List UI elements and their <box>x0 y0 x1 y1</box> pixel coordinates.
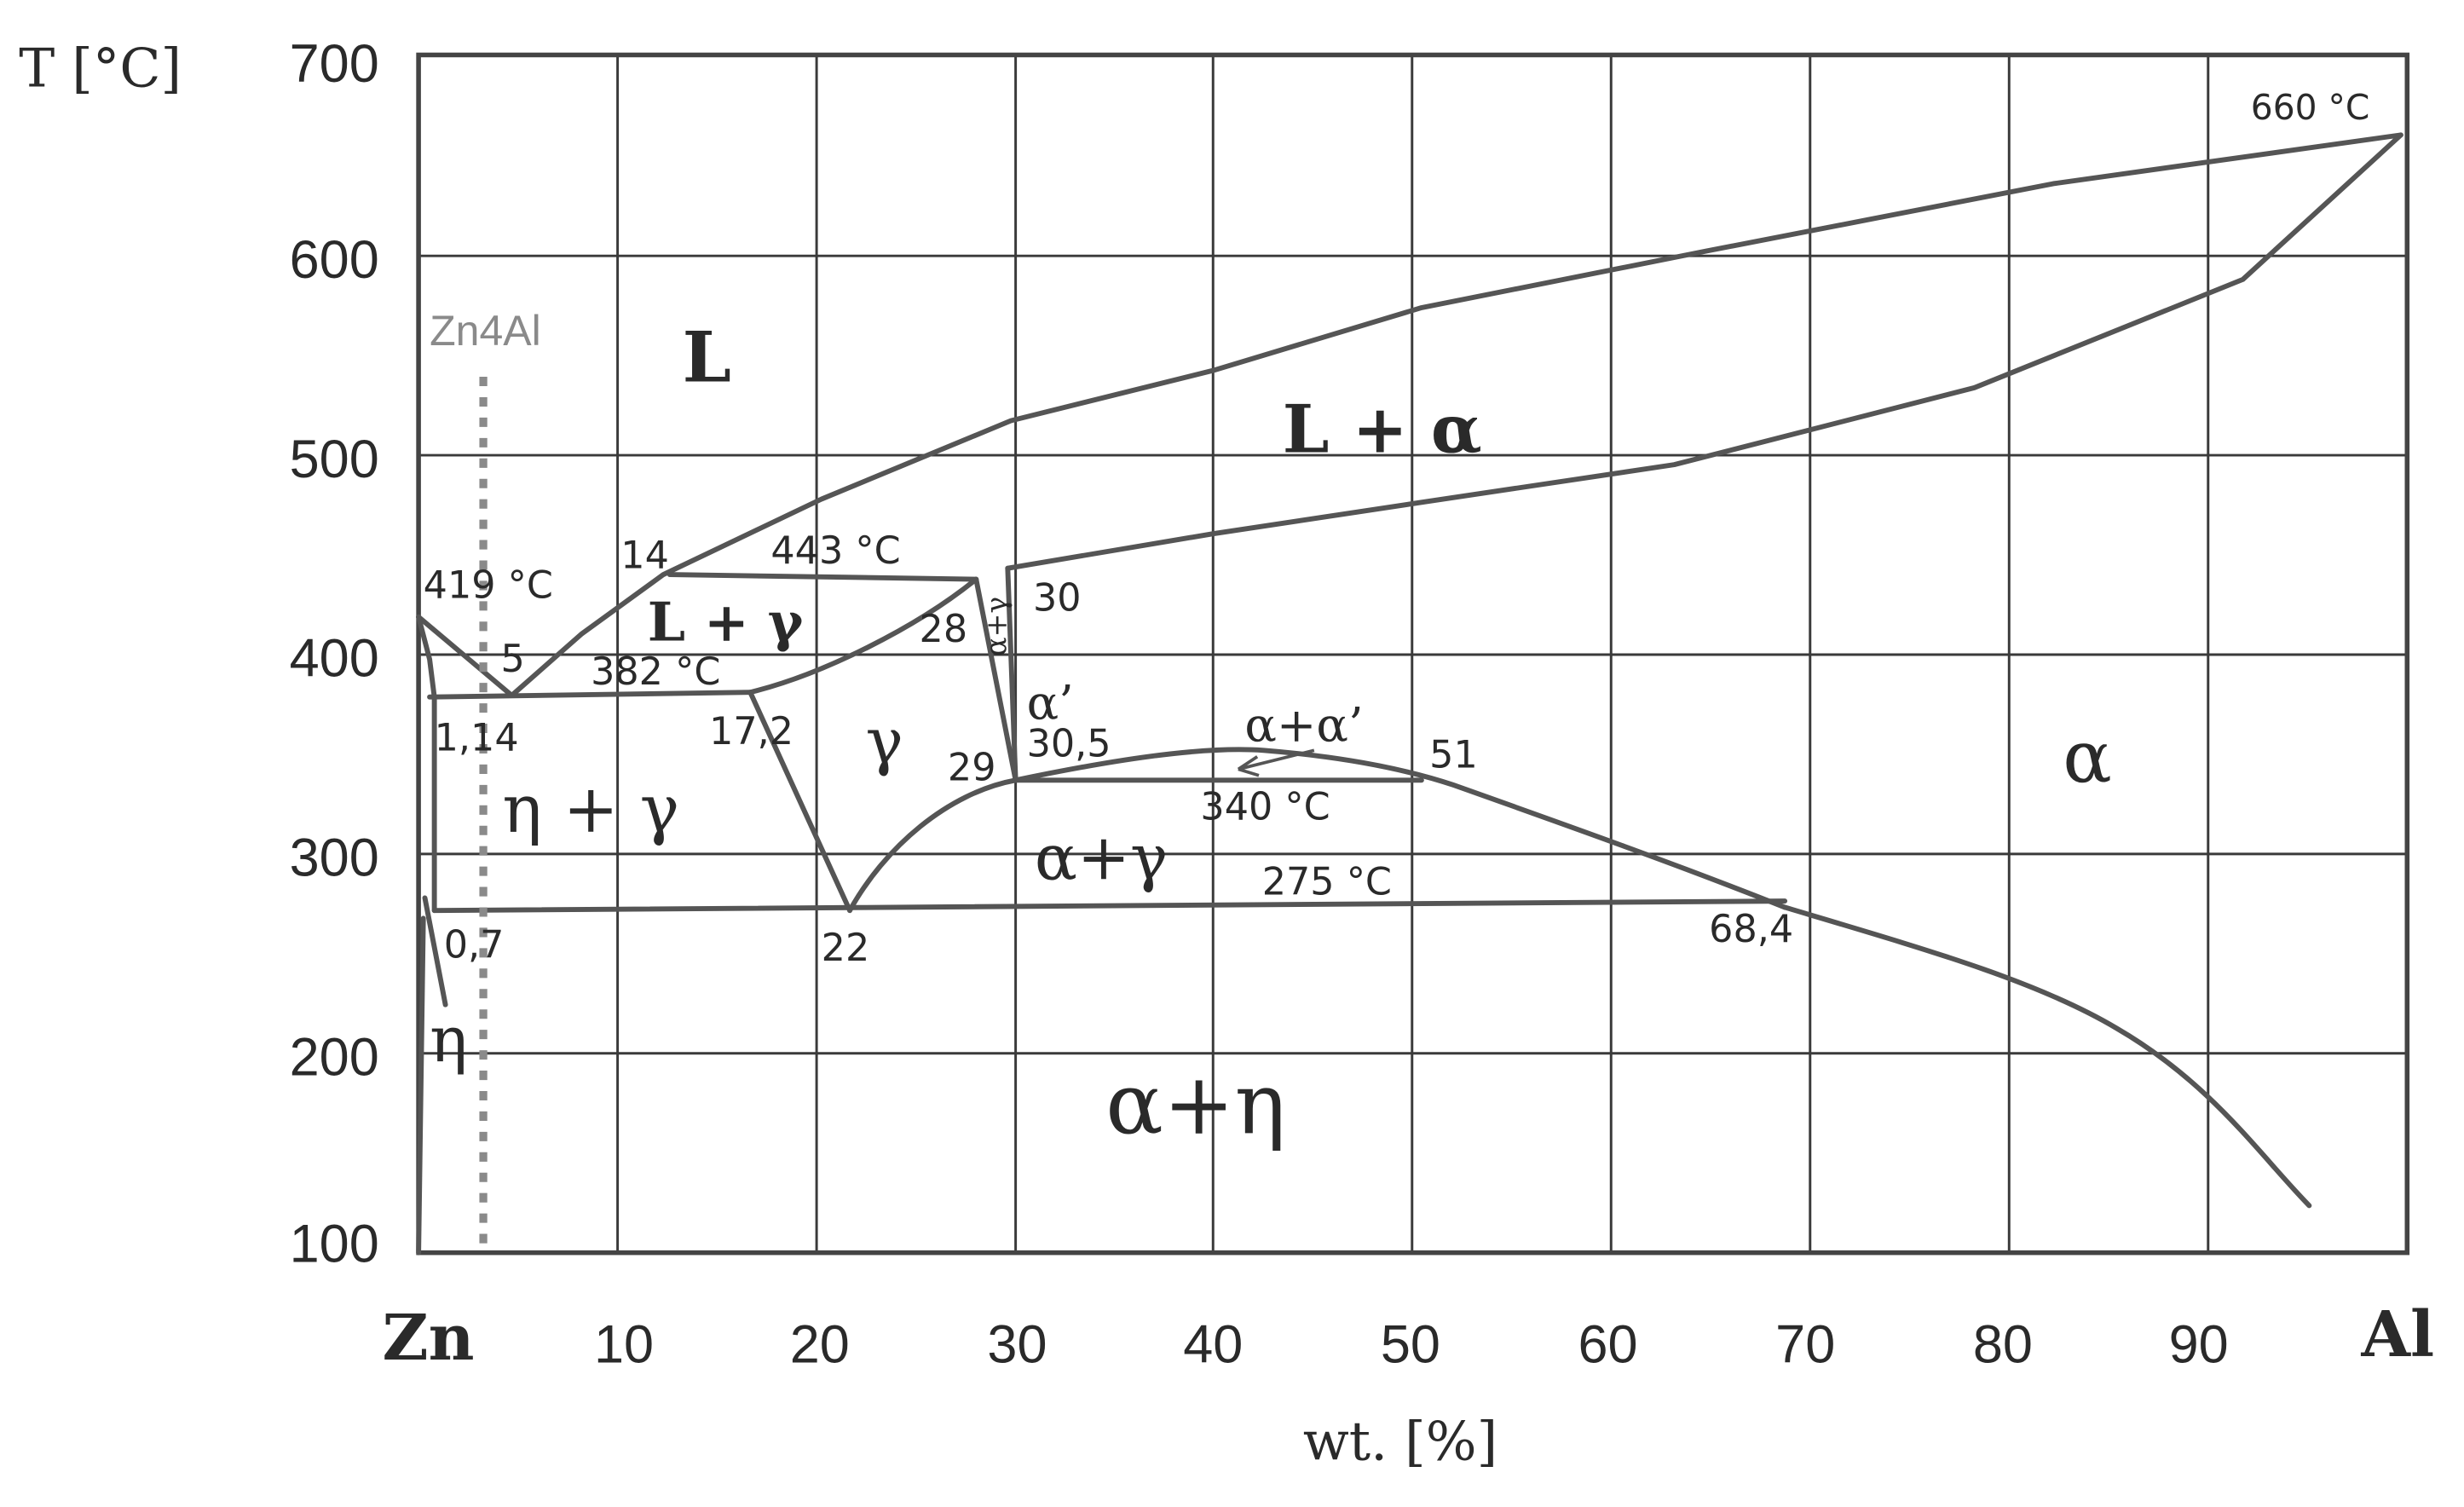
y-tick-label: 500 <box>290 430 379 489</box>
comp-51: 51 <box>1429 734 1478 777</box>
y-tick-label: 400 <box>290 629 379 689</box>
zn4al-label: Zn4Al <box>430 307 541 355</box>
phase-gamma: γ <box>866 705 903 778</box>
comp-14: 14 <box>620 534 669 578</box>
y-tick-label: 200 <box>290 1028 379 1088</box>
x-tick-label: 50 <box>1381 1315 1440 1375</box>
y-tick-label: 300 <box>290 829 379 888</box>
peritectic-443-line <box>666 572 979 582</box>
y-axis-title: T [°C] <box>19 37 182 99</box>
temp-419: 419 °C <box>424 564 553 608</box>
arrow-alpha-alpha-prime <box>1238 748 1315 771</box>
alpha-solidus-line <box>1005 132 2403 571</box>
gamma-alpha-left <box>973 576 1018 783</box>
gamma-liquidus-line <box>747 576 979 696</box>
plot-frame <box>416 52 2410 1256</box>
comp-0-7: 0,7 <box>444 924 505 967</box>
phase-alpha-prime: α’ <box>1027 677 1074 731</box>
gamma-right-boundary <box>847 777 1018 914</box>
phase-eta-gamma: η + γ <box>502 771 679 848</box>
y-tick-label: 700 <box>290 34 379 94</box>
phase-alpha-gamma-narrow: α+γ <box>979 597 1013 656</box>
phase-L-alpha: L + α <box>1283 391 1482 469</box>
phase-boundaries <box>416 132 2403 1256</box>
y-tick-labels: 700 600 500 400 300 200 100 <box>290 34 379 1274</box>
x-tick-label: 60 <box>1578 1315 1638 1375</box>
gamma-alpha-right <box>1005 565 1018 783</box>
grid <box>418 55 2408 1253</box>
phase-alpha-eta: α+η <box>1105 1054 1285 1154</box>
miscibility-gap-line <box>1013 747 1788 910</box>
gamma-left-boundary <box>747 690 852 914</box>
phase-eta: η <box>430 1003 467 1077</box>
temp-660: 660 °C <box>2251 87 2370 128</box>
eutectoid-275-line <box>431 898 1788 914</box>
x-tick-label: 90 <box>2169 1315 2229 1375</box>
x-right-element: Al <box>2361 1298 2435 1371</box>
comp-17-2: 17,2 <box>709 710 793 754</box>
phase-alpha-gamma: α+γ <box>1035 822 1168 895</box>
temp-443: 443 °C <box>770 529 900 573</box>
eutectic-382-line <box>427 690 753 700</box>
x-left-element: Zn <box>382 1302 474 1375</box>
comp-22: 22 <box>822 927 870 970</box>
comp-29: 29 <box>948 746 996 789</box>
x-tick-label: 20 <box>790 1315 850 1375</box>
phase-L-gamma: L + γ <box>648 591 804 654</box>
comp-28: 28 <box>920 608 968 651</box>
x-tick-label: 80 <box>1973 1315 2033 1375</box>
y-tick-label: 600 <box>290 230 379 290</box>
comp-68-4: 68,4 <box>1709 908 1793 951</box>
x-tick-labels: 10 20 30 40 50 60 70 80 90 <box>594 1315 2229 1375</box>
phase-labels: L L + α L + γ α γ η + γ α+γ α+η α+α’ α’ … <box>430 318 2112 1154</box>
arrow-head <box>1237 755 1260 777</box>
x-tick-label: 40 <box>1183 1315 1243 1375</box>
x-tick-label: 10 <box>594 1315 654 1375</box>
alpha-solvus-line <box>1782 904 2312 1209</box>
temp-275: 275 °C <box>1262 861 1392 904</box>
phase-alpha-alpha-prime: α+α’ <box>1244 698 1363 753</box>
phase-alpha: α <box>2063 715 2112 800</box>
liquidus-line <box>416 132 2403 698</box>
eta-solvus-upper <box>416 614 437 914</box>
x-tick-label: 30 <box>987 1315 1047 1375</box>
y-tick-label: 100 <box>290 1215 379 1274</box>
temp-382: 382 °C <box>591 650 720 694</box>
temp-340: 340 °C <box>1200 785 1330 829</box>
eta-solvus-lower <box>416 915 426 1256</box>
comp-1-14: 1,14 <box>435 716 519 759</box>
comp-30-5: 30,5 <box>1027 723 1111 766</box>
numeric-annotations: 660 °C 443 °C 419 °C 382 °C 340 °C 275 °… <box>424 87 2370 970</box>
x-axis-title: wt. [%] <box>1303 1411 1497 1473</box>
comp-5: 5 <box>500 638 524 681</box>
phase-L: L <box>683 318 731 399</box>
comp-30: 30 <box>1033 577 1082 621</box>
eta-small-curve <box>422 895 448 1008</box>
x-tick-label: 70 <box>1775 1315 1835 1375</box>
